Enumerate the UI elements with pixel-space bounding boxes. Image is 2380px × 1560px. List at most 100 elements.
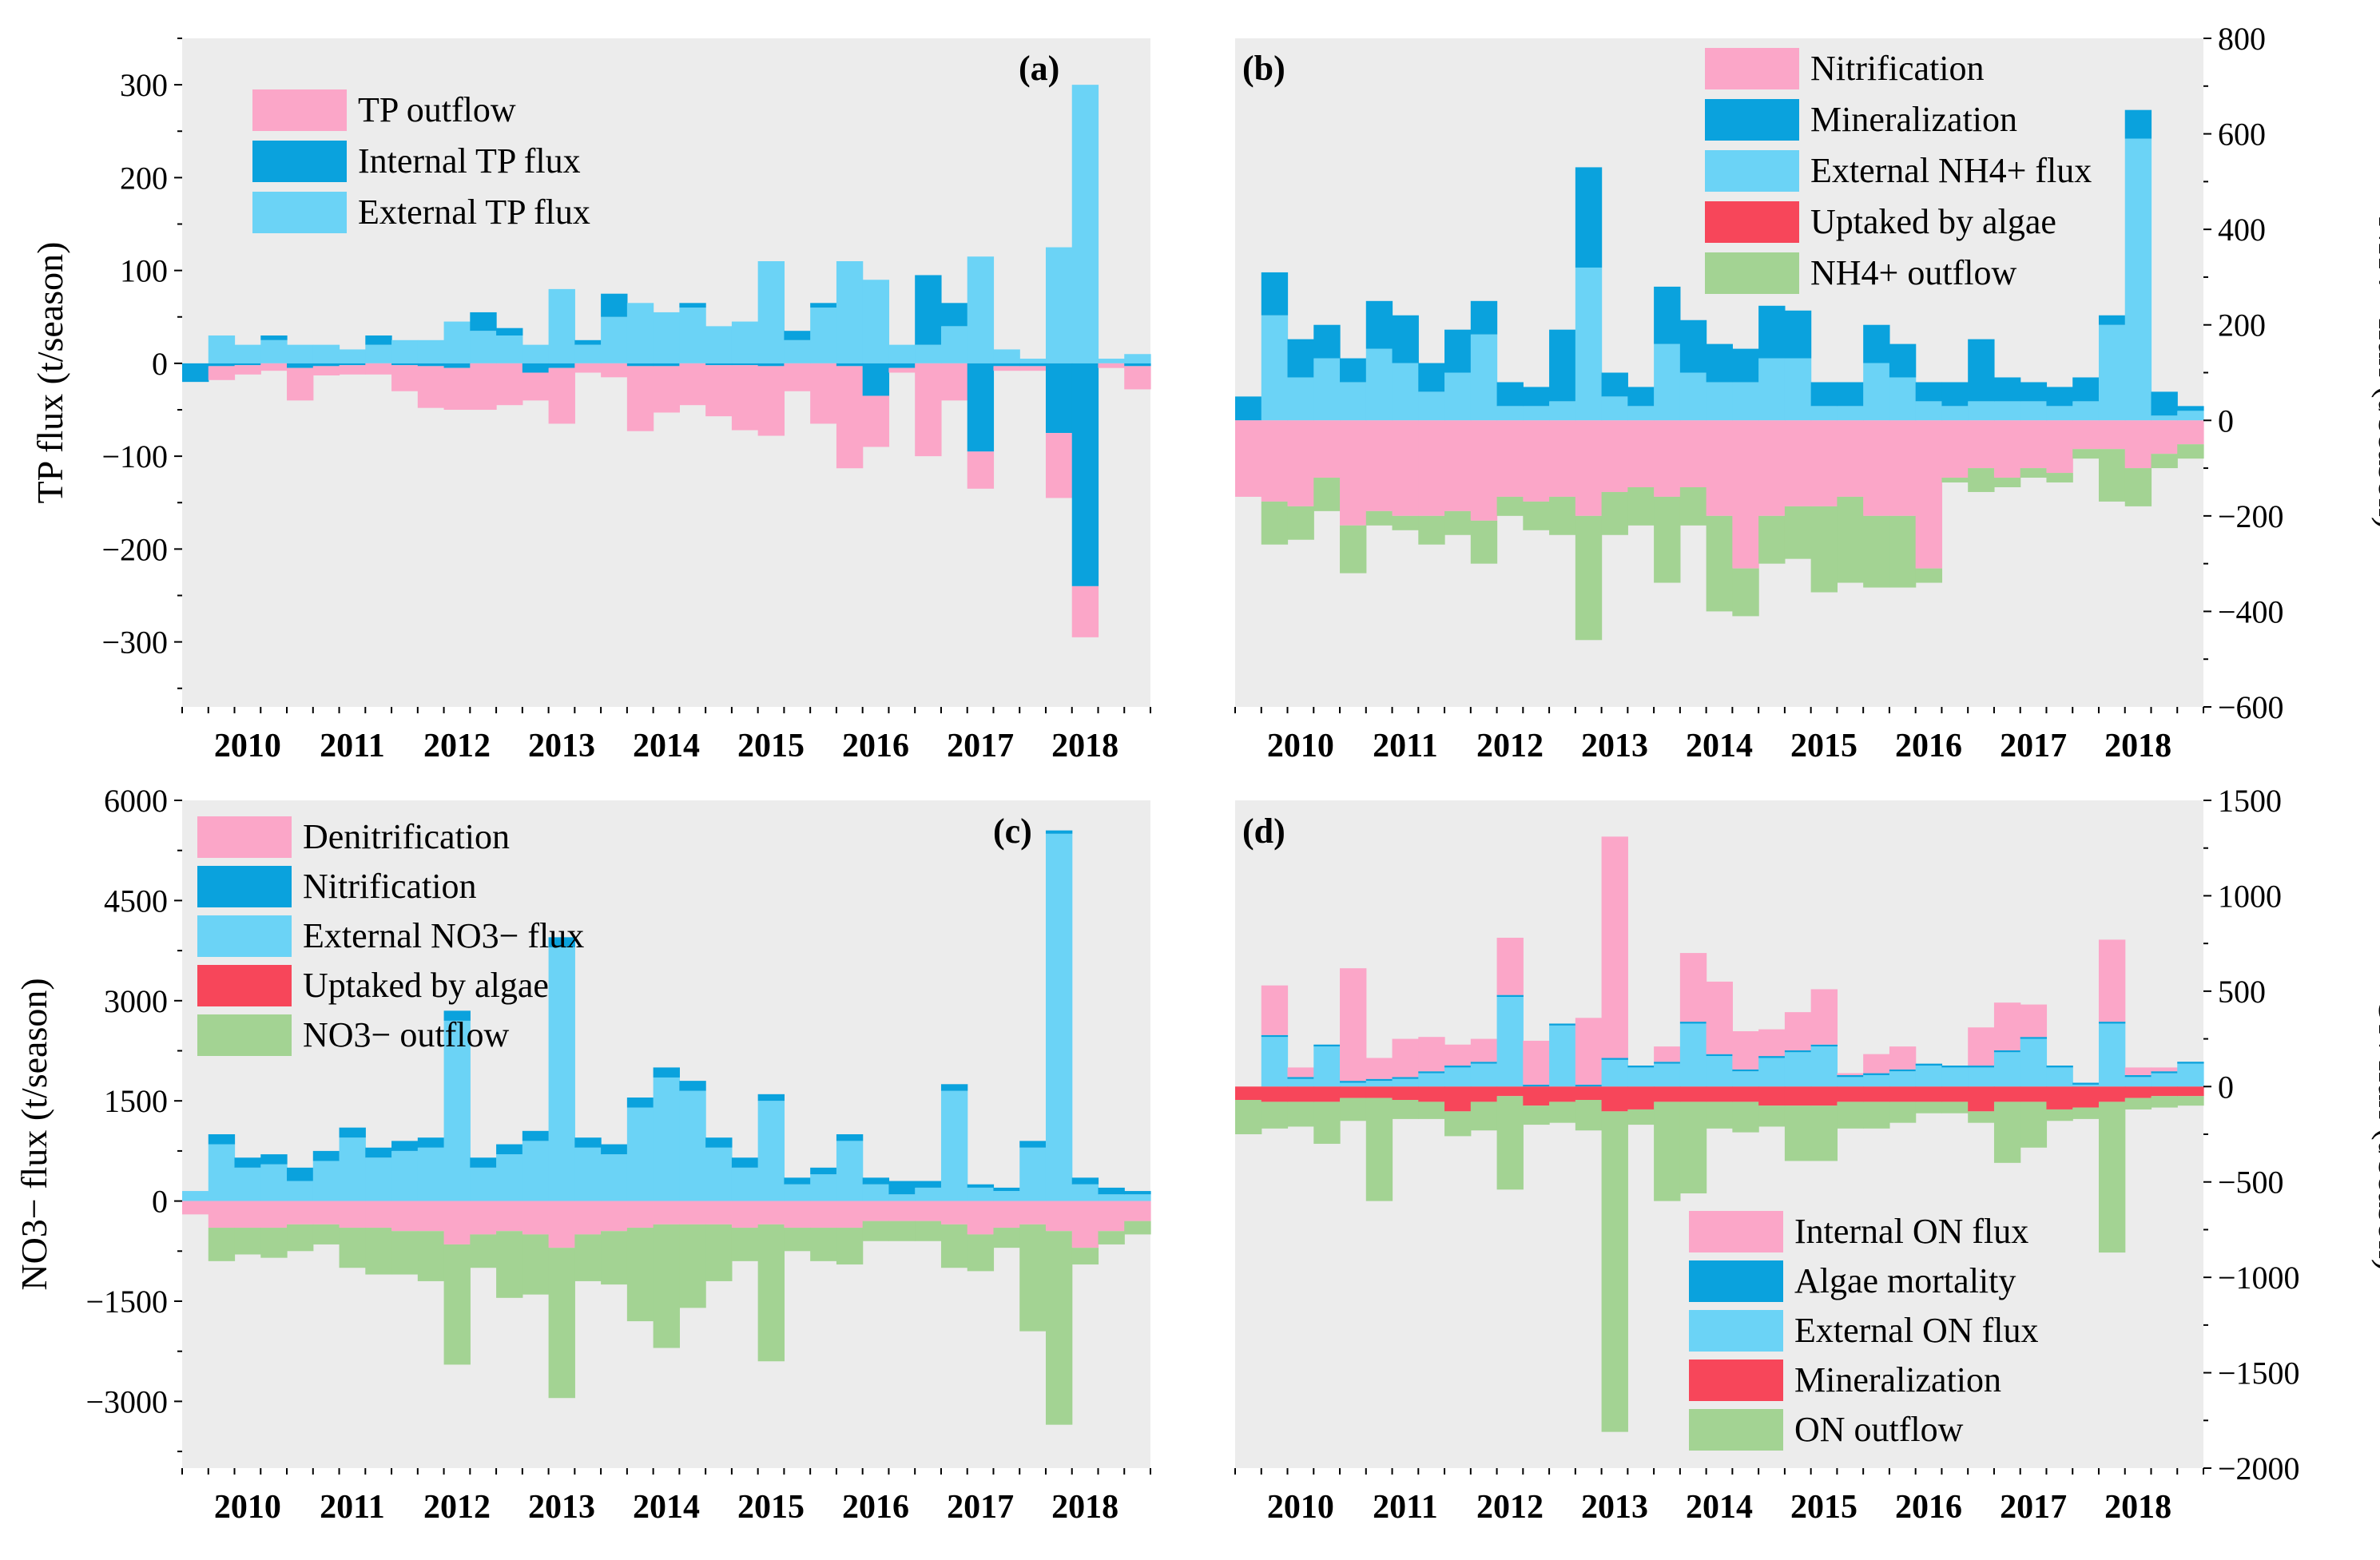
bar-tp-outflow [940,363,968,401]
bar-mineralization [2020,382,2048,402]
bar-on-outflow [1706,1102,1733,1129]
bar-tp-outflow [1071,585,1099,637]
bar-mineralization [1627,387,1655,407]
bar-on-outflow [2046,1109,2073,1121]
bar-external-nh4-flux [2124,138,2152,421]
y-tick-label: 0 [152,1184,168,1220]
bar-mineralization [1496,1086,1524,1097]
bar-external-tp-flux [653,312,680,363]
bar-nitrification [967,1184,995,1188]
bar-internal-tp-flux [522,363,550,373]
bar-on-outflow [1784,1105,1812,1161]
y-tick-label: 200 [120,160,168,196]
x-year-label: 2015 [1790,1489,1858,1526]
bar-tp-outflow [757,366,785,436]
bar-mineralization [1470,300,1498,335]
legend-label: NO3− outflow [303,1015,509,1054]
bar-external-on-flux [1601,1059,1628,1087]
bar-mineralization [2020,1086,2048,1102]
bar-internal-on-flux [1340,968,1367,1082]
y-tick-label: 6000 [104,783,168,819]
bar-external-tp-flux [915,344,942,363]
bar-tp-outflow [653,366,680,413]
bar-mineralization [1340,358,1367,383]
bar-nitrification [836,1134,864,1141]
bar-internal-tp-flux [574,339,602,345]
bar-algae-mortality [1444,1066,1472,1068]
y-tick-label: 0 [152,346,168,382]
bar-on-outflow [1575,1100,1603,1131]
bar-external-tp-flux [731,321,759,363]
bar-internal-on-flux [2151,1067,2178,1072]
bar-nitrification [470,1157,497,1168]
bar-external-no3-flux [496,1154,523,1201]
legend-swatch [1689,1211,1783,1252]
legend-label: Mineralization [1794,1360,2001,1399]
bar-external-on-flux [1627,1067,1655,1087]
bar-external-nh4-flux [1915,401,1943,421]
bar-nitrification [757,1094,785,1102]
bar-denitrification [1098,1201,1125,1232]
bar-mineralization [1679,320,1707,373]
bar-nitrification [574,1137,602,1148]
bar-nitrification [1784,420,1812,506]
legend-swatch [197,866,292,907]
bar-nitrification [888,1181,916,1195]
bar-mineralization [1837,382,1864,407]
bar-mineralization [1287,339,1314,378]
bar-nitrification [731,1157,759,1168]
bar-no3-outflow [626,1228,654,1322]
legend-label: NH4+ outflow [1810,253,2016,292]
bar-mineralization [2124,109,2152,139]
bar-mineralization [1679,1086,1707,1102]
bar-denitrification [731,1201,759,1229]
bar-external-nh4-flux [1418,391,1445,421]
bar-external-on-flux [1915,1066,1943,1087]
bar-nh4-outflow [1810,506,1838,593]
y-axis: −600 −400 −200 0 200 400 600 800 [2203,21,2284,725]
bar-nh4-outflow [1575,515,1603,641]
bar-mineralization [1470,1086,1498,1102]
bar-nitrification [2020,420,2048,469]
bar-nitrification [1523,420,1550,502]
bar-on-outflow [1889,1102,1917,1123]
x-year-label: 2010 [214,728,281,764]
bar-nitrification [1941,420,1969,478]
panel-label: (b) [1242,49,1285,88]
bar-no3-outflow [548,1248,575,1399]
legend: Denitrification Nitrification External NO3… [197,816,584,1056]
legend-label: External NH4+ flux [1810,151,2092,190]
bar-denitrification [470,1201,497,1235]
bar-mineralization [1810,1086,1838,1106]
bar-external-on-flux [2177,1063,2204,1087]
bar-mineralization [1575,167,1603,268]
bar-internal-tp-flux [1124,363,1151,367]
bar-mineralization [1365,1086,1393,1098]
bar-nitrification [391,1141,419,1151]
bar-algae-mortality [1470,1062,1498,1064]
y-tick-label: −1500 [2218,1356,2300,1391]
bar-no3-outflow [836,1228,864,1265]
bar-external-nh4-flux [1837,406,1864,421]
bar-on-outflow [1365,1098,1393,1201]
bar-mineralization [2072,1086,2100,1108]
bar-external-no3-flux [915,1187,942,1201]
bar-mineralization [2177,406,2204,411]
bar-denitrification [417,1201,445,1232]
bar-mineralization [1758,1086,1786,1106]
x-year-label: 2016 [842,1489,909,1526]
bar-mineralization [1340,1086,1367,1098]
bar-nitrification [417,1137,445,1148]
bar-external-no3-flux [391,1150,419,1201]
bar-external-no3-flux [312,1161,340,1201]
bar-denitrification [391,1201,419,1232]
legend-swatch [1705,48,1799,89]
legend-swatch [252,192,347,233]
bar-external-tp-flux [1019,359,1047,363]
bar-external-on-flux [1340,1082,1367,1087]
bar-no3-outflow [915,1221,942,1241]
x-year-label: 2012 [423,1489,491,1526]
bar-external-no3-flux [234,1167,261,1201]
bar-internal-on-flux [2124,1067,2152,1075]
